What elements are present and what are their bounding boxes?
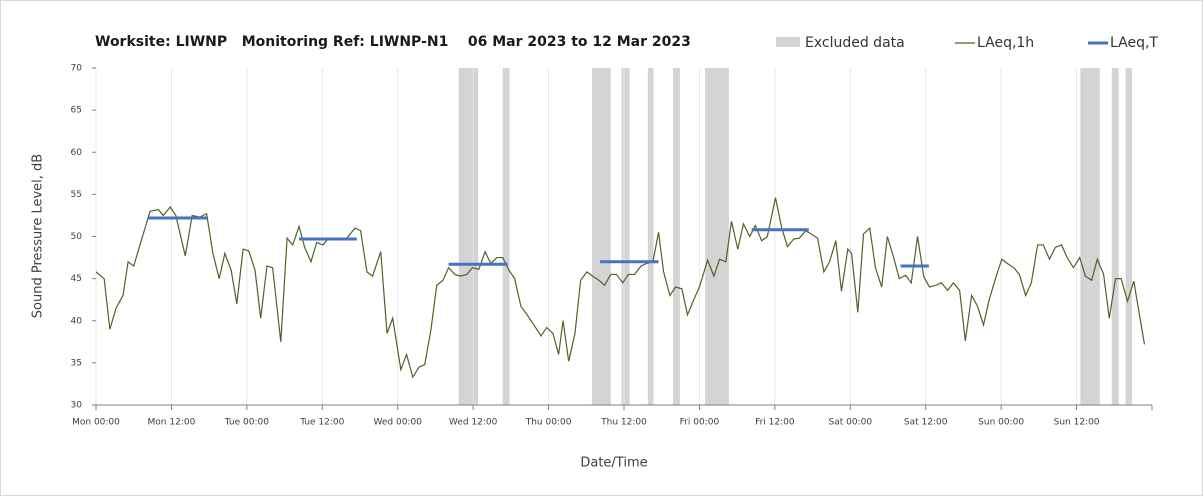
excluded-band bbox=[1125, 68, 1132, 405]
excluded-band bbox=[458, 68, 479, 405]
excluded-band bbox=[621, 68, 630, 405]
legend-swatch bbox=[776, 37, 800, 47]
excluded-band bbox=[1080, 68, 1100, 405]
chart-title: Worksite: LIWNP Monitoring Ref: LIWNP-N1… bbox=[95, 34, 691, 50]
x-tick-label: Tue 12:00 bbox=[299, 418, 344, 428]
x-tick-label: Sat 12:00 bbox=[904, 418, 948, 428]
excluded-band bbox=[502, 68, 510, 405]
y-tick-label: 60 bbox=[71, 148, 83, 158]
x-tick-label: Sat 00:00 bbox=[829, 418, 873, 428]
y-tick-label: 30 bbox=[71, 401, 83, 411]
x-tick-label: Mon 00:00 bbox=[72, 418, 120, 428]
excluded-band bbox=[705, 68, 729, 405]
y-tick-label: 50 bbox=[71, 232, 83, 242]
x-tick-label: Fri 00:00 bbox=[680, 418, 720, 428]
x-axis-title: Date/Time bbox=[580, 456, 647, 471]
x-tick-label: Wed 00:00 bbox=[374, 418, 423, 428]
y-tick-label: 45 bbox=[71, 274, 82, 284]
y-axis-title: Sound Pressure Level, dB bbox=[31, 154, 46, 318]
excluded-band bbox=[1111, 68, 1119, 405]
y-tick-label: 65 bbox=[71, 106, 82, 116]
data-line bbox=[95, 197, 1146, 379]
legend-label: LAeq,T bbox=[1110, 35, 1158, 51]
y-tick-label: 55 bbox=[71, 190, 82, 200]
x-tick-label: Mon 12:00 bbox=[148, 418, 196, 428]
x-tick-label: Thu 12:00 bbox=[600, 418, 647, 428]
excluded-band bbox=[673, 68, 680, 405]
excluded-band bbox=[647, 68, 654, 405]
x-tick-label: Tue 00:00 bbox=[224, 418, 269, 428]
legend-label: LAeq,1h bbox=[977, 35, 1034, 51]
y-tick-label: 40 bbox=[71, 316, 83, 326]
y-tick-label: 70 bbox=[71, 64, 83, 74]
y-tick-label: 35 bbox=[71, 358, 82, 368]
x-tick-label: Sun 12:00 bbox=[1054, 418, 1100, 428]
x-tick-label: Thu 00:00 bbox=[525, 418, 572, 428]
legend-label: Excluded data bbox=[805, 35, 905, 51]
x-tick-label: Wed 12:00 bbox=[449, 418, 498, 428]
x-tick-label: Sun 00:00 bbox=[978, 418, 1024, 428]
x-tick-label: Fri 12:00 bbox=[755, 418, 795, 428]
excluded-band bbox=[591, 68, 611, 405]
